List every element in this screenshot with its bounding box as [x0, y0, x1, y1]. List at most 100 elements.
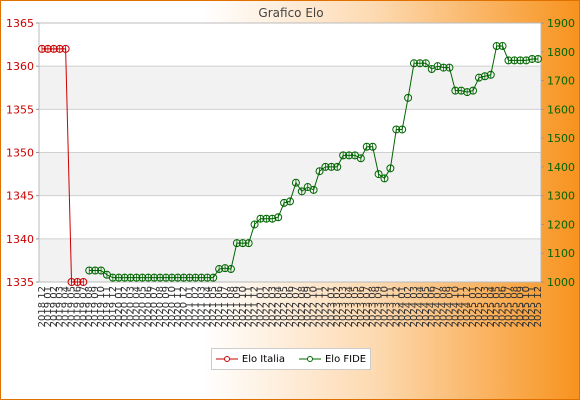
x-tick-label: 2020 06 [143, 286, 154, 327]
x-tick-label: 2022 10 [309, 286, 320, 327]
x-tick-label: 2025 07 [503, 286, 514, 327]
x-tick-label: 2019 10 [96, 286, 107, 327]
x-tick-label: 2022 03 [267, 286, 278, 327]
y-right-tick-label: 1700 [547, 75, 575, 88]
x-tick-label: 2022 02 [261, 286, 272, 327]
x-tick-label: 2022 12 [320, 286, 331, 327]
x-tick-label: 2023 09 [374, 286, 385, 327]
x-tick-label: 2019 01 [43, 286, 54, 327]
x-tick-label: 2024 12 [462, 286, 473, 327]
x-tick-label: 2024 02 [403, 286, 414, 327]
x-tick-label: 2024 04 [415, 286, 426, 327]
x-tick-label: 2020 05 [137, 286, 148, 327]
x-tick-label: 2024 09 [444, 286, 455, 327]
x-tick-label: 2021 04 [202, 286, 213, 327]
x-tick-label: 2025 08 [509, 286, 520, 327]
x-tick-label: 2021 06 [214, 286, 225, 327]
x-tick-label: 2023 11 [385, 286, 396, 327]
x-tick-label: 2025 04 [486, 286, 497, 327]
y-left-tick-label: 1350 [6, 147, 34, 160]
x-tick-label: 2025 01 [468, 286, 479, 327]
x-tick-label: 2022 09 [303, 286, 314, 327]
x-tick-label: 2024 07 [433, 286, 444, 327]
x-tick-label: 2020 02 [120, 286, 131, 327]
x-tick-label: 2023 04 [344, 286, 355, 327]
y-left-tick-label: 1335 [6, 276, 34, 289]
x-tick-label: 2019 05 [67, 286, 78, 327]
y-left-tick-label: 1355 [6, 103, 34, 116]
y-right-tick-label: 1100 [547, 247, 575, 260]
legend: Elo Italia Elo FIDE [211, 348, 371, 370]
x-tick-label: 2020 12 [179, 286, 190, 327]
x-tick-label: 2023 01 [326, 286, 337, 327]
x-tick-label: 2021 10 [238, 286, 249, 327]
x-tick-label: 2021 11 [244, 286, 255, 327]
x-tick-label: 2019 07 [78, 286, 89, 327]
x-tick-label: 2021 02 [191, 286, 202, 327]
x-tick-label: 2022 04 [273, 286, 284, 327]
x-tick-label: 2021 05 [208, 286, 219, 327]
y-right-tick-label: 1300 [547, 190, 575, 203]
x-tick-label: 2023 08 [368, 286, 379, 327]
x-tick-label: 2019 11 [102, 286, 113, 327]
x-tick-label: 2022 05 [279, 286, 290, 327]
x-tick-label: 2020 09 [161, 286, 172, 327]
x-tick-label: 2020 04 [131, 286, 142, 327]
x-tick-label: 2025 06 [498, 286, 509, 327]
y-right-tick-label: 1900 [547, 17, 575, 30]
x-tick-label: 2021 07 [220, 286, 231, 327]
x-tick-label: 2025 11 [527, 286, 538, 327]
y-right-tick-label: 1400 [547, 161, 575, 174]
series-line-0 [42, 48, 84, 283]
x-tick-label: 2022 11 [315, 286, 326, 327]
x-tick-label: 2021 03 [196, 286, 207, 327]
x-tick-label: 2022 01 [255, 286, 266, 327]
y-right-tick-label: 1200 [547, 218, 575, 231]
x-tick-label: 2019 03 [55, 286, 66, 327]
x-tick-label: 2018 12 [37, 286, 48, 327]
x-tick-label: 2023 03 [338, 286, 349, 327]
x-tick-label: 2025 05 [492, 286, 503, 327]
x-tick-label: 2020 08 [155, 286, 166, 327]
x-tick-label: 2020 01 [114, 286, 125, 327]
x-tick-label: 2023 10 [379, 286, 390, 327]
y-left-tick-label: 1340 [6, 233, 34, 246]
legend-label-italia: Elo Italia [241, 353, 285, 365]
grid-band [39, 152, 541, 196]
grid-band [39, 238, 541, 282]
x-tick-label: 2019 06 [72, 286, 83, 327]
x-tick-label: 2023 07 [362, 286, 373, 327]
x-tick-label: 2022 06 [285, 286, 296, 327]
y-right-tick-label: 1500 [547, 132, 575, 145]
x-tick-label: 2024 08 [439, 286, 450, 327]
x-tick-label: 2024 01 [397, 286, 408, 327]
legend-label-fide: Elo FIDE [324, 353, 367, 365]
x-tick-label: 2021 12 [250, 286, 261, 327]
x-tick-label: 2023 05 [350, 286, 361, 327]
legend-marker-fide [298, 356, 321, 362]
x-tick-label: 2025 12 [533, 286, 544, 327]
x-tick-label: 2023 12 [391, 286, 402, 327]
x-tick-label: 2023 06 [356, 286, 367, 327]
x-tick-label: 2024 06 [427, 286, 438, 327]
y-left-tick-label: 1360 [6, 60, 34, 73]
x-tick-label: 2025 03 [480, 286, 491, 327]
x-tick-label: 2025 09 [515, 286, 526, 327]
x-tick-label: 2020 03 [126, 286, 137, 327]
x-tick-label: 2021 01 [185, 286, 196, 327]
x-tick-label: 2021 08 [226, 286, 237, 327]
x-tick-label: 2023 02 [332, 286, 343, 327]
y-left-tick-label: 1365 [6, 17, 34, 30]
y-right-tick-label: 1000 [547, 276, 575, 289]
x-tick-label: 2021 09 [232, 286, 243, 327]
legend-marker-italia [215, 356, 238, 362]
x-tick-label: 2022 08 [297, 286, 308, 327]
x-tick-label: 2025 10 [521, 286, 532, 327]
x-tick-label: 2024 03 [409, 286, 420, 327]
x-tick-label: 2019 02 [49, 286, 60, 327]
x-tick-label: 2019 04 [61, 286, 72, 327]
y-right-tick-label: 1800 [547, 46, 575, 59]
x-tick-label: 2019 09 [90, 286, 101, 327]
